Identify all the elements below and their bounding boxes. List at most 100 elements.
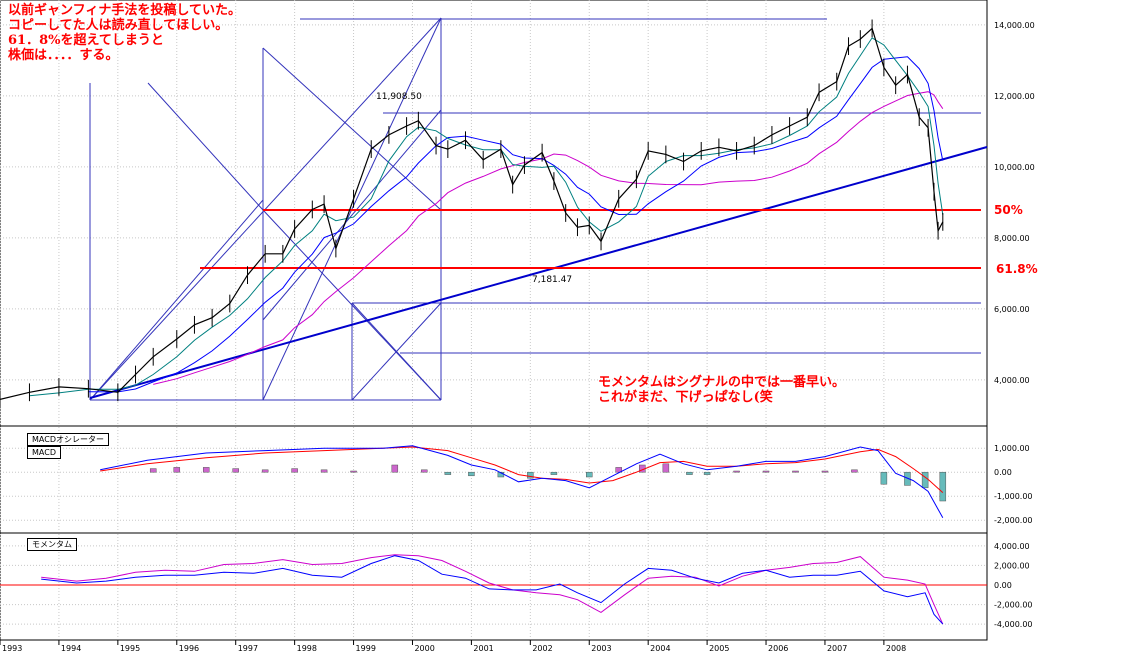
macd-signal-line <box>100 446 944 493</box>
price-y-tick: 6,000.00 <box>994 305 1030 314</box>
fib-50-label: 50% <box>994 203 1023 217</box>
price-y-tick: 10,000.00 <box>994 163 1035 172</box>
macd-histogram-bar <box>149 468 157 473</box>
macd-histogram-bar <box>880 471 888 485</box>
x-tick-label: 2003 <box>591 644 611 653</box>
price-y-axis: 4,000.00 6,000.00 8,000.00 10,000.00 12,000.… <box>994 21 1035 385</box>
momentum-y-tick: -4,000.00 <box>994 620 1033 629</box>
macd-panel-frame <box>0 425 988 534</box>
x-tick-label: 2005 <box>709 644 729 653</box>
gann-fan-line <box>147 82 264 211</box>
note-line: 株価は．．．．する。 <box>8 48 119 63</box>
momentum-y-tick: 2,000.00 <box>994 561 1030 570</box>
price-series <box>0 19 944 409</box>
x-tick-label: 1998 <box>297 644 317 653</box>
momentum-y-tick: 4,000.00 <box>994 542 1030 551</box>
x-tick-label: 2002 <box>532 644 552 653</box>
momentum-y-axis: 4,000.00 2,000.00 0.00 -2,000.00 -4,000.00 <box>994 542 1033 629</box>
macd-histogram-bar <box>615 467 622 473</box>
momentum-y-tick: 0.00 <box>994 581 1012 590</box>
x-tick-label: 2001 <box>473 644 493 653</box>
x-tick-label: 2008 <box>886 644 906 653</box>
macd-histogram-bar <box>939 471 947 502</box>
price-y-tick: 14,000.00 <box>994 21 1035 30</box>
price-panel-frame <box>0 0 988 427</box>
macd-histogram-bar <box>821 470 829 473</box>
macd-histogram-bar <box>232 468 239 473</box>
x-tick-label: 1996 <box>179 644 199 653</box>
macd-histogram-bar <box>350 470 357 473</box>
price-panel: 4,000.00 6,000.00 8,000.00 10,000.00 12,000.… <box>0 0 1038 427</box>
high-value-label: 11,908.50 <box>376 92 422 102</box>
macd-y-tick: 1,000.00 <box>994 444 1030 453</box>
macd-histogram-bar <box>291 468 298 473</box>
macd-histogram-bar <box>202 467 210 473</box>
macd-histogram-bar <box>792 470 799 473</box>
macd-y-tick: 0.00 <box>994 468 1012 477</box>
macd-histogram-bar <box>468 471 475 477</box>
x-axis: 1993 1994 1995 1996 1997 1998 1999 2000 2001 2002… <box>0 640 906 653</box>
momentum-line <box>41 555 944 625</box>
x-tick-label: 1993 <box>2 644 22 653</box>
macd-histogram-bar <box>703 471 711 475</box>
momentum-series <box>0 554 987 625</box>
x-tick-label: 2007 <box>827 644 847 653</box>
momentum-note-line: モメンタムはシグナルの中では一番早い。 <box>598 375 846 390</box>
price-annotations <box>89 17 988 401</box>
gann-fan-line <box>262 47 442 211</box>
note-line: 61．8%を超えてしまうと <box>8 33 164 48</box>
macd-series <box>100 445 947 519</box>
x-tick-label: 2006 <box>768 644 788 653</box>
macd-histogram-bar <box>421 469 428 473</box>
macd-histogram-bar <box>527 471 534 479</box>
macd-histogram-bar <box>662 463 670 473</box>
gann-fan-line <box>351 302 442 401</box>
macd-histogram-bar <box>733 470 740 473</box>
momentum-signal-line <box>41 554 944 625</box>
x-tick-label: 2000 <box>414 644 434 653</box>
momentum-label: モメンタム <box>27 538 77 551</box>
macd-oscillator-label: MACDオシレーター <box>27 433 109 446</box>
price-y-tick: 4,000.00 <box>994 376 1030 385</box>
low-value-label: 7,181.47 <box>532 275 572 285</box>
macd-line <box>100 445 944 519</box>
x-tick-label: 1997 <box>238 644 258 653</box>
momentum-note-line: これがまだ、下げっぱなし(笑 <box>598 390 773 405</box>
macd-panel: 1,000.00 0.00 -1,000.00 -2,000.00 <box>0 425 1033 534</box>
macd-histogram-bar <box>921 471 929 489</box>
note-line: コピーしてた人は読み直してほしい。 <box>8 18 229 33</box>
price-y-tick: 8,000.00 <box>994 234 1030 243</box>
price-y-tick: 12,000.00 <box>994 92 1035 101</box>
macd-histogram-bar <box>444 471 452 475</box>
gann-fan-line <box>89 199 264 401</box>
momentum-panel: 4,000.00 2,000.00 0.00 -2,000.00 -4,000.00 <box>0 532 1033 641</box>
x-tick-label: 1994 <box>61 644 81 653</box>
note-line: 以前ギャンフィナ手法を投稿していた。 <box>8 3 241 18</box>
macd-label: MACD <box>27 446 61 459</box>
macd-histogram-bar <box>586 471 593 478</box>
moving-average-long-line <box>153 91 944 385</box>
macd-y-tick: -1,000.00 <box>994 492 1033 501</box>
macd-y-tick: -2,000.00 <box>994 516 1033 525</box>
x-tick-label: 2004 <box>650 644 670 653</box>
gann-fan-line <box>262 109 442 321</box>
macd-histogram-bar <box>550 471 558 475</box>
momentum-panel-frame <box>0 532 988 641</box>
macd-histogram-bar <box>851 469 858 473</box>
macd-histogram-bar <box>391 464 399 473</box>
macd-histogram-bar <box>173 467 181 473</box>
macd-histogram-bar <box>686 471 693 475</box>
price-grid <box>0 0 987 426</box>
macd-y-axis: 1,000.00 0.00 -1,000.00 -2,000.00 <box>994 444 1033 525</box>
trend-line <box>89 146 988 399</box>
fib-618-label: 61.8% <box>996 262 1038 276</box>
macd-histogram-bar <box>762 470 770 473</box>
macd-histogram-bar <box>904 471 911 486</box>
momentum-y-tick: -2,000.00 <box>994 601 1033 610</box>
macd-histogram-bar <box>320 469 328 473</box>
x-tick-label: 1995 <box>120 644 140 653</box>
moving-average-mid-line <box>88 56 944 393</box>
macd-histogram-bar <box>261 469 269 473</box>
x-tick-label: 1999 <box>356 644 376 653</box>
